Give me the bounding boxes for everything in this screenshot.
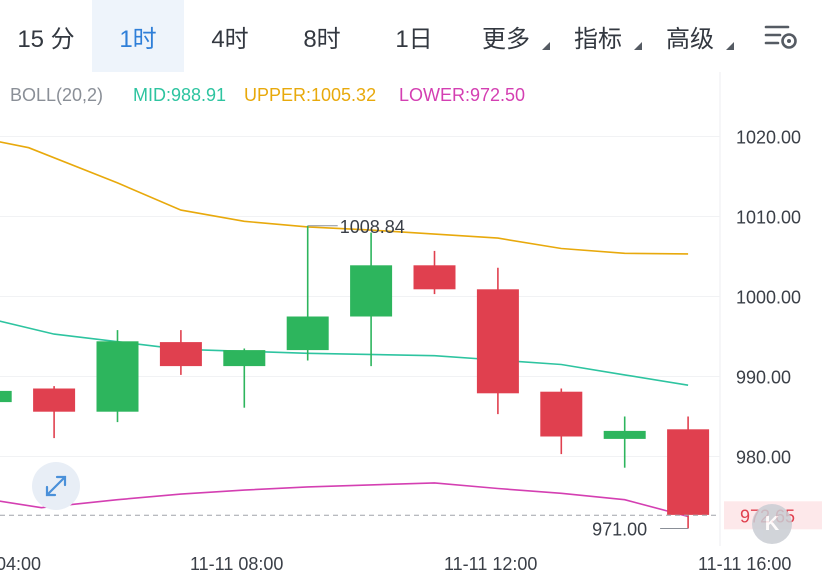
candle-body: [413, 265, 456, 290]
candle-body: [33, 388, 76, 412]
candle-body: [286, 316, 329, 351]
tab-label: 15 分: [17, 25, 75, 53]
tab-label: 1时: [119, 25, 157, 53]
candle-body: [96, 341, 139, 412]
indicator-name: BOLL(20,2): [10, 85, 103, 105]
tab-6[interactable]: 指标: [552, 0, 644, 72]
y-tick-label: 1010.00: [736, 208, 801, 228]
x-tick-label: 11-11 08:00: [190, 554, 283, 574]
chart-settings-icon: [764, 25, 797, 49]
tab-0[interactable]: 15 分: [0, 0, 92, 72]
tab-4[interactable]: 1日: [368, 0, 460, 72]
indicator-upper: UPPER:1005.32: [244, 85, 376, 105]
expand-chart-button[interactable]: [32, 462, 80, 510]
candle-body: [667, 429, 710, 515]
dropdown-triangle-icon: [542, 42, 550, 50]
y-tick-label: 980.00: [736, 448, 791, 468]
tab-label: 1日: [395, 25, 433, 53]
k-logo-icon: K: [752, 504, 792, 544]
dropdown-triangle-icon: [726, 42, 734, 50]
tab-1[interactable]: 1时: [92, 0, 184, 72]
indicator-mid: MID:988.91: [133, 85, 226, 105]
boll-upper-line: [0, 141, 689, 255]
tab-label: 高级: [666, 25, 714, 53]
y-tick-label: 1000.00: [736, 288, 801, 308]
y-tick-label: 990.00: [736, 368, 791, 388]
candle-body: [540, 391, 583, 437]
low-annotation: 971.00: [592, 520, 647, 540]
expand-icon: [45, 475, 67, 497]
candle-body: [159, 342, 202, 367]
candle-body: [350, 265, 393, 317]
high-annotation: 1008.84: [340, 217, 405, 237]
candlestick-chart: BOLL(20,2) MID:988.91 UPPER:1005.32 LOWE…: [0, 72, 822, 574]
indicator-lower: LOWER:972.50: [399, 85, 525, 105]
y-tick-label: 1020.00: [736, 128, 801, 148]
candle-body: [223, 350, 266, 367]
tab-7[interactable]: 高级: [644, 0, 736, 72]
chart-settings-button[interactable]: [758, 16, 802, 56]
x-tick-label: 11-11 12:00: [444, 554, 537, 574]
tab-5[interactable]: 更多: [460, 0, 552, 72]
dropdown-triangle-icon: [634, 42, 642, 50]
candle-body: [603, 430, 646, 439]
timeframe-tab-bar: 15 分 1时 4时 8时 1日 更多 指标 高级: [0, 0, 828, 72]
boll-lower-line: [0, 482, 689, 518]
tab-label: 指标: [574, 25, 622, 53]
x-tick-label: 11-11 16:00: [698, 554, 791, 574]
x-tick-label: 04:00: [0, 554, 41, 574]
tab-2[interactable]: 4时: [184, 0, 276, 72]
tab-label: 8时: [303, 25, 341, 53]
candle-body: [476, 289, 519, 394]
tab-3[interactable]: 8时: [276, 0, 368, 72]
tab-label: 更多: [482, 25, 530, 53]
tab-label: 4时: [211, 25, 249, 53]
candle-body: [0, 390, 12, 403]
